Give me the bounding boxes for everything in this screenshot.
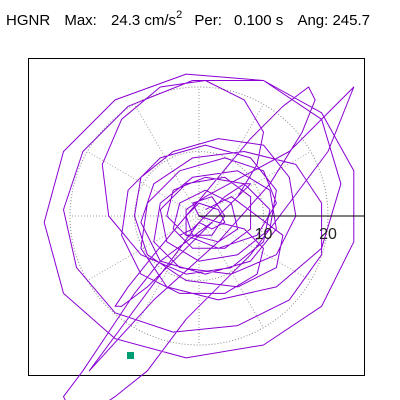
grid-spoke-300 bbox=[198, 215, 264, 328]
grid-spoke-210 bbox=[87, 215, 200, 281]
plot-frame bbox=[28, 58, 365, 376]
grid-spoke-150 bbox=[87, 151, 200, 217]
max-value: 24.3 cm/s bbox=[111, 12, 177, 29]
max-exponent: 2 bbox=[176, 9, 183, 21]
per-label: Per: bbox=[194, 12, 222, 29]
per-value: 0.100 s bbox=[234, 12, 284, 29]
grid-spoke-120 bbox=[134, 104, 200, 217]
trace-end-marker bbox=[127, 352, 134, 359]
radial-tick-label: 20 bbox=[319, 226, 337, 243]
radial-tick-label: 10 bbox=[255, 226, 273, 243]
ang-value: 245.7 bbox=[332, 12, 371, 29]
chart-header: HGNR Max: 24.3 cm/s2 Per: 0.100 s Ang: 2… bbox=[6, 9, 398, 36]
motion-trace bbox=[43, 73, 355, 400]
max-label: Max: bbox=[64, 12, 97, 29]
grid-spoke-240 bbox=[134, 215, 200, 328]
ang-label: Ang: bbox=[297, 12, 329, 29]
station-code: HGNR bbox=[6, 12, 51, 29]
